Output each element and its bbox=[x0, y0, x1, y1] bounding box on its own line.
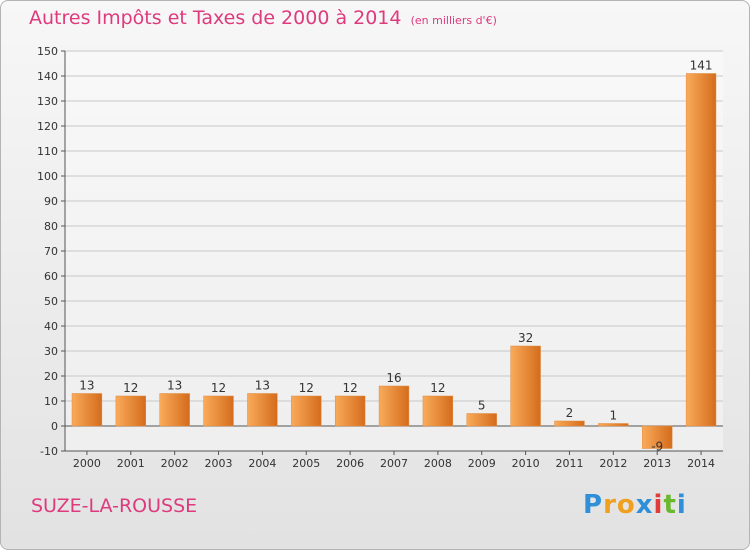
data-label: 141 bbox=[690, 59, 713, 73]
y-tick-label: 130 bbox=[37, 95, 58, 108]
logo-letter: P bbox=[583, 490, 604, 520]
data-label: 12 bbox=[299, 381, 314, 395]
bar bbox=[422, 395, 454, 427]
data-label: 12 bbox=[430, 381, 445, 395]
x-tick-label: 2000 bbox=[73, 457, 101, 470]
y-tick-label: -10 bbox=[40, 445, 58, 458]
data-label: 5 bbox=[478, 399, 486, 413]
x-tick-label: 2008 bbox=[424, 457, 452, 470]
bar bbox=[466, 413, 497, 427]
bar bbox=[247, 393, 278, 427]
chart-unit: (en milliers d'€) bbox=[410, 14, 497, 27]
y-tick-label: 150 bbox=[37, 45, 58, 58]
data-label: 13 bbox=[79, 379, 94, 393]
x-tick-label: 2013 bbox=[643, 457, 671, 470]
proxiti-logo: Proxiti bbox=[583, 490, 687, 520]
data-label: 12 bbox=[211, 381, 226, 395]
y-tick-label: 100 bbox=[37, 170, 58, 183]
y-tick-label: 110 bbox=[37, 145, 58, 158]
data-label: -9 bbox=[651, 440, 663, 454]
x-tick-label: 2001 bbox=[117, 457, 145, 470]
y-tick-label: 50 bbox=[44, 295, 58, 308]
x-tick-label: 2002 bbox=[161, 457, 189, 470]
y-tick-label: 0 bbox=[51, 420, 58, 433]
x-tick-label: 2014 bbox=[687, 457, 715, 470]
data-label: 2 bbox=[566, 406, 574, 420]
bar bbox=[598, 423, 629, 427]
x-tick-label: 2007 bbox=[380, 457, 408, 470]
x-tick-label: 2005 bbox=[292, 457, 320, 470]
data-label: 12 bbox=[123, 381, 138, 395]
data-label: 32 bbox=[518, 331, 533, 345]
bar bbox=[685, 73, 717, 427]
logo-letter: i bbox=[676, 490, 687, 520]
x-tick-label: 2003 bbox=[205, 457, 233, 470]
x-tick-label: 2004 bbox=[248, 457, 276, 470]
y-tick-label: 20 bbox=[44, 370, 58, 383]
y-tick-label: 40 bbox=[44, 320, 58, 333]
logo-letter: i bbox=[653, 490, 664, 520]
y-tick-label: 120 bbox=[37, 120, 58, 133]
place-name: SUZE-LA-ROUSSE bbox=[31, 495, 198, 517]
bar bbox=[115, 395, 146, 427]
bar bbox=[378, 385, 410, 427]
logo-letter: r bbox=[603, 490, 617, 520]
x-tick-label: 2009 bbox=[468, 457, 496, 470]
y-tick-label: 140 bbox=[37, 70, 58, 83]
bar bbox=[159, 393, 190, 427]
x-tick-label: 2012 bbox=[599, 457, 627, 470]
bar bbox=[291, 395, 322, 427]
y-tick-label: 60 bbox=[44, 270, 58, 283]
y-tick-label: 70 bbox=[44, 245, 58, 258]
bar bbox=[334, 395, 366, 427]
logo-letter: t bbox=[663, 490, 677, 520]
bar bbox=[510, 345, 541, 427]
y-tick-label: 80 bbox=[44, 220, 58, 233]
bar bbox=[71, 393, 103, 427]
logo-letter: x bbox=[635, 490, 654, 520]
x-tick-label: 2011 bbox=[555, 457, 583, 470]
bar bbox=[554, 420, 585, 427]
logo-letter: o bbox=[616, 490, 636, 520]
data-label: 13 bbox=[167, 379, 182, 393]
chart-title: Autres Impôts et Taxes de 2000 à 2014 bbox=[29, 7, 402, 29]
data-label: 16 bbox=[386, 371, 401, 385]
x-tick-label: 2010 bbox=[512, 457, 540, 470]
data-label: 13 bbox=[255, 379, 270, 393]
y-tick-label: 30 bbox=[44, 345, 58, 358]
chart-title-row: Autres Impôts et Taxes de 2000 à 2014 (e… bbox=[29, 7, 497, 29]
bar bbox=[203, 395, 234, 427]
data-label: 12 bbox=[342, 381, 357, 395]
x-tick-label: 2006 bbox=[336, 457, 364, 470]
y-tick-label: 10 bbox=[44, 395, 58, 408]
y-tick-label: 90 bbox=[44, 195, 58, 208]
bar bbox=[642, 425, 673, 449]
data-label: 1 bbox=[610, 409, 618, 423]
